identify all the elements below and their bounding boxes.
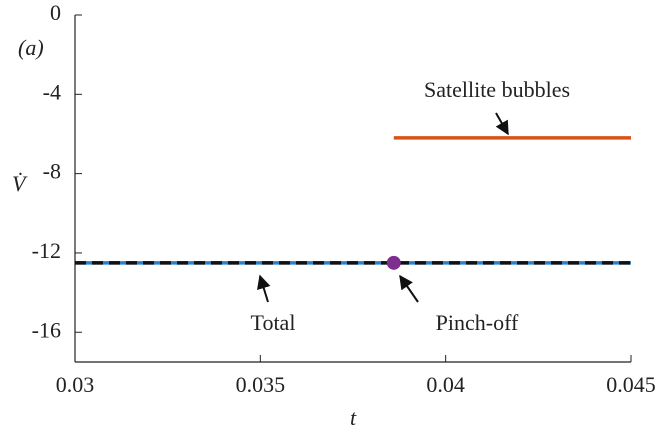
marker [386,255,401,270]
x-tick-label: 0.04 [426,372,465,397]
y-tick-label: 0 [50,0,61,25]
arrow [495,112,509,136]
annotation: Total [251,310,296,335]
y-tick-label: -8 [43,159,61,184]
y-axis-label: V̇ [12,171,28,196]
x-tick-label: 0.03 [56,372,95,397]
annotation: Pinch-off [436,310,519,335]
x-axis-label: t [350,405,357,430]
arrow [399,274,419,303]
arrow [257,274,271,303]
x-tick-label: 0.035 [236,372,286,397]
panel-label: (a) [18,35,44,60]
y-tick-label: -16 [32,317,61,342]
x-tick-label: 0.045 [606,372,656,397]
annotation: Satellite bubbles [424,77,570,102]
y-tick-label: -12 [32,238,61,263]
y-tick-label: -4 [43,79,61,104]
